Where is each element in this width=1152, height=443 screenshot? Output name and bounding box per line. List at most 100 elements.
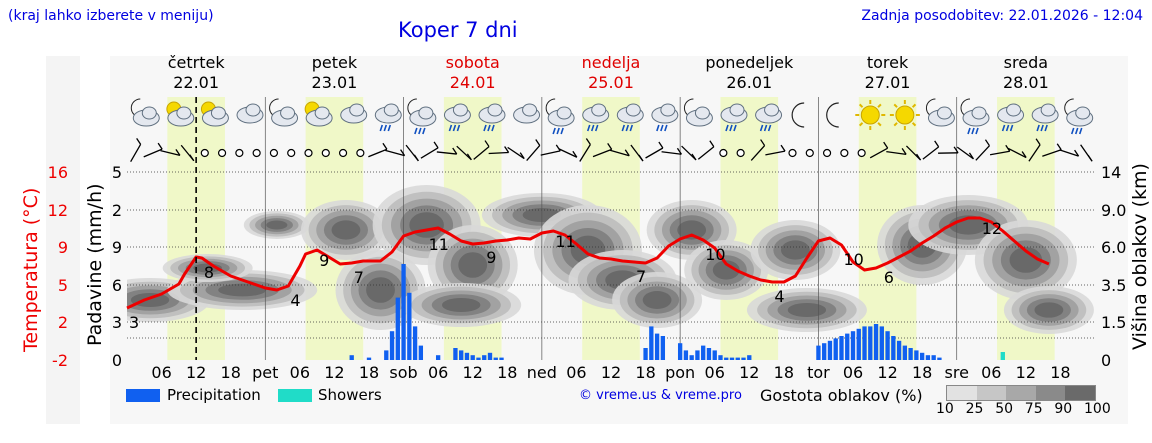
cloud-density-title: Gostota oblakov (%)	[760, 386, 923, 405]
cloud-puff	[452, 103, 468, 117]
wind-barb-icon	[922, 146, 940, 160]
precipitation-bar	[850, 331, 856, 360]
temperature-axis-title: Temperatura (°C)	[20, 188, 42, 353]
x-tick-label: 06	[566, 363, 586, 382]
rain-drop	[763, 124, 768, 132]
day-name: ponedeljek	[705, 53, 794, 72]
wind-barb-icon	[540, 150, 561, 156]
precipitation-bar	[873, 324, 879, 360]
precipitation-tick: 2	[112, 201, 122, 220]
sun-icon	[855, 100, 886, 130]
precipitation-bar	[706, 348, 712, 360]
rain-drop	[414, 127, 418, 135]
precipitation-bar	[476, 357, 481, 360]
day-name: nedelja	[581, 53, 641, 72]
x-tick-label: 06	[705, 363, 725, 382]
wind-barb-flag	[484, 140, 490, 147]
x-tick-label: 12	[739, 363, 759, 382]
precipitation-bar	[401, 264, 406, 360]
temperature-label: 4	[774, 287, 784, 306]
wind-barb-flag	[934, 140, 940, 148]
wind-barb-flag	[585, 138, 591, 145]
day-date: 26.01	[726, 73, 773, 92]
wind-barb-icon	[592, 148, 612, 158]
wind-calm-icon	[356, 148, 365, 158]
cloud-puff	[729, 103, 745, 117]
day-header: torek 27.01	[833, 53, 943, 93]
wind-barb-flag	[691, 153, 697, 161]
precipitation-bar	[862, 326, 867, 360]
wind-barb-icon	[645, 147, 664, 159]
wind-barb-icon	[1059, 149, 1079, 157]
precipitation-bar	[891, 336, 896, 360]
day-header: ponedeljek 26.01	[694, 53, 804, 93]
wind-barb-icon	[989, 150, 1010, 156]
cloud-puff	[210, 106, 226, 120]
day-date: 27.01	[864, 73, 911, 92]
wind-barb-icon	[661, 151, 682, 155]
cloud-puff	[1006, 103, 1022, 117]
cloud-scale-label: 75	[1024, 401, 1043, 417]
sun-ray	[911, 103, 917, 108]
cloud-puff	[141, 106, 157, 120]
day-date: 28.01	[1002, 73, 1049, 92]
wind-barb-flag	[901, 148, 907, 155]
precipitation-bar	[914, 350, 919, 360]
credit-link[interactable]: © vreme.us & vreme.pro	[579, 388, 742, 403]
cloud-icon	[340, 103, 368, 124]
wind-calm-icon	[235, 148, 244, 158]
temperature-tick: -2	[52, 351, 68, 370]
precipitation-bar	[464, 352, 470, 360]
wind-barb-icon	[456, 145, 472, 161]
rain-drop	[1078, 127, 1083, 135]
precipitation-bar	[482, 355, 487, 360]
day-name: torek	[866, 53, 909, 72]
precipitation-bar	[896, 340, 902, 360]
rain-icon	[651, 103, 679, 132]
wind-barb-icon	[473, 146, 490, 160]
rain-icon	[374, 103, 402, 132]
wind-barb-flag	[413, 154, 419, 162]
temperature-label: 4	[290, 291, 300, 310]
wind-calm-icon	[840, 148, 849, 158]
temperature-label: 7	[636, 267, 646, 286]
wind-barb-flag	[572, 150, 578, 158]
rain-icon	[443, 103, 471, 132]
cloud-puff	[383, 103, 399, 117]
day-date: 24.01	[449, 73, 496, 92]
wind-barb-flag	[504, 146, 510, 153]
wind-barb-flag	[1021, 151, 1027, 158]
temperature-label: 11	[429, 235, 449, 254]
temperature-label: 7	[354, 268, 364, 287]
temperature-label: 9	[486, 248, 496, 267]
sun-ray	[893, 122, 898, 127]
wind-barb-icon	[558, 148, 578, 158]
sun-ray	[858, 103, 864, 108]
last-update: Zadnja posodobitev: 22.01.2026 - 12:04	[861, 8, 1143, 24]
cloud-blob	[712, 260, 740, 280]
wind-calm-icon	[719, 148, 728, 158]
rain-drop	[621, 124, 626, 132]
precipitation-bar	[925, 355, 931, 360]
wind-barb-icon	[488, 151, 509, 155]
x-tick-labels: 06 12 18 pet 06 12 18 sob 06 12 18 ned 06 12 18 pon 06 12…	[151, 363, 1070, 382]
precipitation-bar	[908, 348, 913, 360]
rain-drop	[971, 127, 975, 135]
wind-barb-icon	[160, 149, 181, 157]
precipitation-bar	[459, 350, 464, 360]
precipitation-bar	[493, 357, 498, 360]
sun-ray	[858, 122, 864, 127]
x-tick-label: 06	[290, 363, 310, 382]
cloud-blob	[458, 252, 488, 278]
x-tick-label: 12	[877, 363, 897, 382]
wind-calm-icon	[321, 148, 330, 158]
precipitation-bar	[747, 355, 752, 360]
day-date: 22.01	[173, 73, 220, 92]
x-tick-label: 12	[1016, 363, 1036, 382]
x-tick-label: sre	[945, 363, 969, 382]
wind-barb-flag	[1087, 154, 1093, 162]
wind-calm-icon	[217, 148, 227, 158]
precipitation-bar	[839, 336, 844, 360]
moon-rain-icon	[960, 98, 990, 135]
